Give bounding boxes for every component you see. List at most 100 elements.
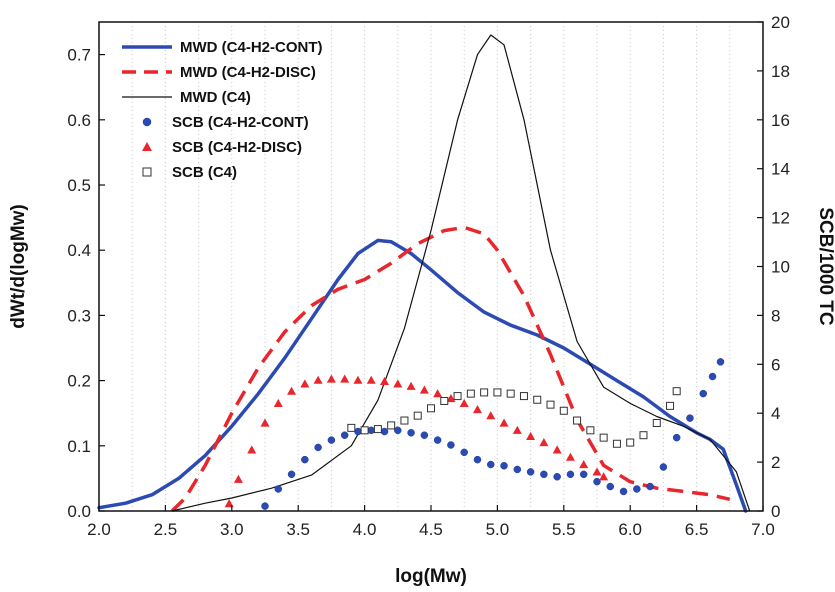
point-scb-c4 [612, 439, 621, 448]
point-scb-c4-h2-disc [433, 389, 443, 398]
point-scb-c4 [666, 401, 675, 410]
point-scb-c4-h2-disc [393, 379, 403, 388]
series-mwd-c4-h2-disc [170, 225, 731, 513]
point-scb-c4-h2-cont [420, 431, 429, 439]
point-scb-c4-h2-disc [552, 445, 562, 454]
series-mwd-c4 [171, 34, 751, 512]
y2-axis-title: SCB/1000 TC [815, 207, 835, 326]
point-scb-c4-h2-disc [380, 376, 390, 386]
legend-swatch [142, 142, 152, 151]
x-tick-label: 2.5 [154, 520, 178, 539]
point-scb-c4 [440, 396, 449, 405]
y-tick-label: 0.7 [67, 46, 91, 65]
legend-item-scb-c4: SCB (C4) [142, 164, 237, 181]
point-scb-c4-h2-cont [380, 427, 389, 436]
point-scb-c4-h2-cont [261, 502, 269, 510]
line-mwd-c4 [171, 34, 751, 512]
point-scb-c4 [533, 395, 542, 404]
point-scb-c4 [413, 411, 422, 420]
legend-swatch [142, 117, 152, 127]
point-scb-c4-h2-disc [340, 374, 350, 383]
point-scb-c4-h2-cont [716, 358, 725, 366]
legend: MWD (C4-H2-CONT) MWD (C4-H2-DISC) MWD (C4)… [122, 39, 322, 181]
point-scb-c4-h2-cont [672, 433, 681, 442]
point-scb-c4-h2-disc [539, 438, 549, 447]
point-scb-c4-h2-disc [486, 411, 496, 420]
series-layer [97, 34, 751, 513]
y2-tick-label: 16 [771, 111, 790, 130]
point-scb-c4-h2-disc [406, 381, 416, 390]
y-tick-label: 0.6 [67, 111, 91, 130]
point-scb-c4-h2-cont [619, 487, 628, 496]
legend-swatch [142, 167, 152, 177]
point-scb-c4 [573, 416, 582, 425]
point-scb-c4-h2-cont [301, 455, 309, 464]
series-scb-c4-h2-cont [261, 358, 725, 510]
point-scb-c4-h2-disc [512, 425, 522, 434]
x-tick-label: 4.5 [419, 520, 443, 539]
point-scb-c4 [639, 431, 648, 440]
x-tick-label: 3.0 [220, 520, 244, 539]
point-scb-c4-h2-cont [553, 473, 561, 481]
point-scb-c4-h2-cont [487, 460, 495, 469]
y-tick-label: 0.1 [67, 437, 91, 456]
legend-label: SCB (C4-H2-DISC) [172, 139, 302, 156]
point-scb-c4-h2-disc [592, 467, 602, 476]
x-tick-label: 6.5 [685, 520, 709, 539]
legend-item-mwd-c4-h2-cont: MWD (C4-H2-CONT) [122, 39, 322, 56]
y2-tick-label: 10 [771, 258, 790, 277]
y-tick-label: 0.3 [67, 306, 91, 325]
point-scb-c4 [586, 426, 595, 435]
legend-item-scb-c4-h2-disc: SCB (C4-H2-DISC) [142, 139, 302, 156]
point-scb-c4 [493, 388, 502, 397]
x-tick-label: 5.5 [552, 520, 576, 539]
series-scb-c4-h2-disc [224, 374, 609, 508]
point-scb-c4 [400, 416, 409, 425]
legend-label: MWD (C4) [180, 89, 251, 106]
point-scb-c4-h2-disc [300, 379, 310, 388]
point-scb-c4-h2-disc [579, 460, 589, 469]
point-scb-c4 [599, 433, 608, 442]
point-scb-c4-h2-disc [446, 394, 456, 403]
point-scb-c4-h2-cont [513, 465, 522, 474]
point-scb-c4-h2-cont [340, 431, 349, 439]
ticks: 2.0 2.5 3.0 3.5 4.0 4.5 5.0 5.5 6.0 6.5 7.0 0.0 0.1 0… [67, 13, 790, 539]
point-scb-c4-h2-disc [526, 431, 536, 441]
gridlines [98, 22, 764, 511]
x-tick-label: 3.5 [286, 520, 310, 539]
y-tick-label: 0.4 [67, 241, 91, 260]
legend-item-mwd-c4: MWD (C4) [122, 89, 251, 106]
point-scb-c4-h2-cont [526, 468, 535, 476]
point-scb-c4-h2-cont [579, 470, 588, 479]
point-scb-c4-h2-cont [473, 455, 482, 464]
point-scb-c4 [652, 418, 661, 427]
point-scb-c4-h2-cont [708, 372, 717, 381]
legend-label: MWD (C4-H2-DISC) [180, 64, 316, 81]
point-scb-c4-h2-disc [366, 375, 376, 384]
point-scb-c4 [427, 404, 435, 413]
point-scb-c4-h2-cont [327, 436, 336, 444]
point-scb-c4 [387, 421, 396, 430]
point-scb-c4 [519, 392, 528, 401]
x-tick-label: 7.0 [751, 520, 775, 539]
point-scb-c4-h2-cont [566, 470, 575, 479]
point-scb-c4-h2-disc [273, 398, 283, 408]
point-scb-c4-h2-cont [686, 414, 694, 422]
point-scb-c4-h2-cont [407, 429, 415, 437]
point-scb-c4-h2-cont [593, 477, 601, 486]
point-scb-c4-h2-cont [633, 485, 641, 493]
point-scb-c4-h2-cont [367, 426, 375, 435]
point-scb-c4 [466, 389, 475, 398]
x-tick-label: 4.0 [353, 520, 377, 539]
point-scb-c4 [626, 438, 635, 447]
point-scb-c4-h2-cont [274, 485, 283, 493]
point-scb-c4-h2-disc [565, 452, 575, 461]
point-scb-c4-h2-disc [313, 375, 323, 384]
y2-tick-label: 14 [771, 160, 790, 179]
y2-tick-label: 4 [771, 404, 780, 423]
y2-tick-label: 2 [771, 453, 780, 472]
point-scb-c4 [373, 425, 382, 434]
y2-tick-label: 12 [771, 209, 790, 228]
point-scb-c4-h2-cont [433, 436, 442, 444]
